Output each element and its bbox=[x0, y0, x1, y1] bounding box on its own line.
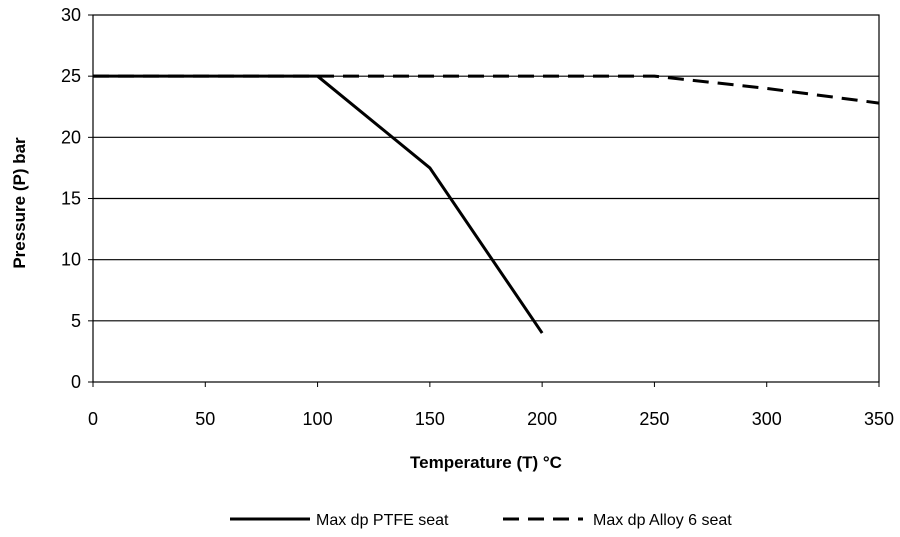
x-tick-label: 350 bbox=[864, 409, 894, 429]
x-tick-label: 200 bbox=[527, 409, 557, 429]
y-axis-title: Pressure (P) bar bbox=[10, 137, 29, 269]
y-tick-label: 5 bbox=[71, 311, 81, 331]
legend-label-alloy6: Max dp Alloy 6 seat bbox=[593, 512, 732, 529]
x-tick-label: 100 bbox=[303, 409, 333, 429]
x-axis-title: Temperature (T) °C bbox=[410, 453, 562, 472]
x-tick-label: 250 bbox=[639, 409, 669, 429]
series-line-alloy6-seat bbox=[93, 74, 880, 105]
axes bbox=[88, 14, 880, 387]
x-tick-label: 0 bbox=[88, 409, 98, 429]
y-tick-label: 25 bbox=[61, 66, 81, 86]
series-lines bbox=[93, 74, 880, 334]
x-tick-label: 50 bbox=[195, 409, 215, 429]
legend: Max dp PTFE seat Max dp Alloy 6 seat bbox=[230, 512, 732, 529]
y-tick-label: 20 bbox=[61, 127, 81, 147]
y-tick-label: 30 bbox=[61, 5, 81, 25]
y-tick-label: 0 bbox=[71, 372, 81, 392]
y-tick-label: 10 bbox=[61, 250, 81, 270]
x-tick-label: 300 bbox=[752, 409, 782, 429]
y-tick-label: 15 bbox=[61, 189, 81, 209]
x-tick-label: 150 bbox=[415, 409, 445, 429]
legend-label-ptfe: Max dp PTFE seat bbox=[316, 512, 449, 529]
